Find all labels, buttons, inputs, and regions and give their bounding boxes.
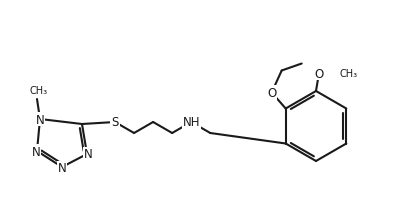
Text: NH: NH xyxy=(183,116,200,129)
Text: S: S xyxy=(111,116,119,129)
Text: CH₃: CH₃ xyxy=(30,86,48,96)
Text: N: N xyxy=(32,145,40,158)
Text: N: N xyxy=(36,113,45,126)
Text: O: O xyxy=(314,67,324,80)
Text: N: N xyxy=(58,162,67,175)
Text: N: N xyxy=(84,148,92,161)
Text: O: O xyxy=(267,87,276,100)
Text: CH₃: CH₃ xyxy=(340,69,358,79)
